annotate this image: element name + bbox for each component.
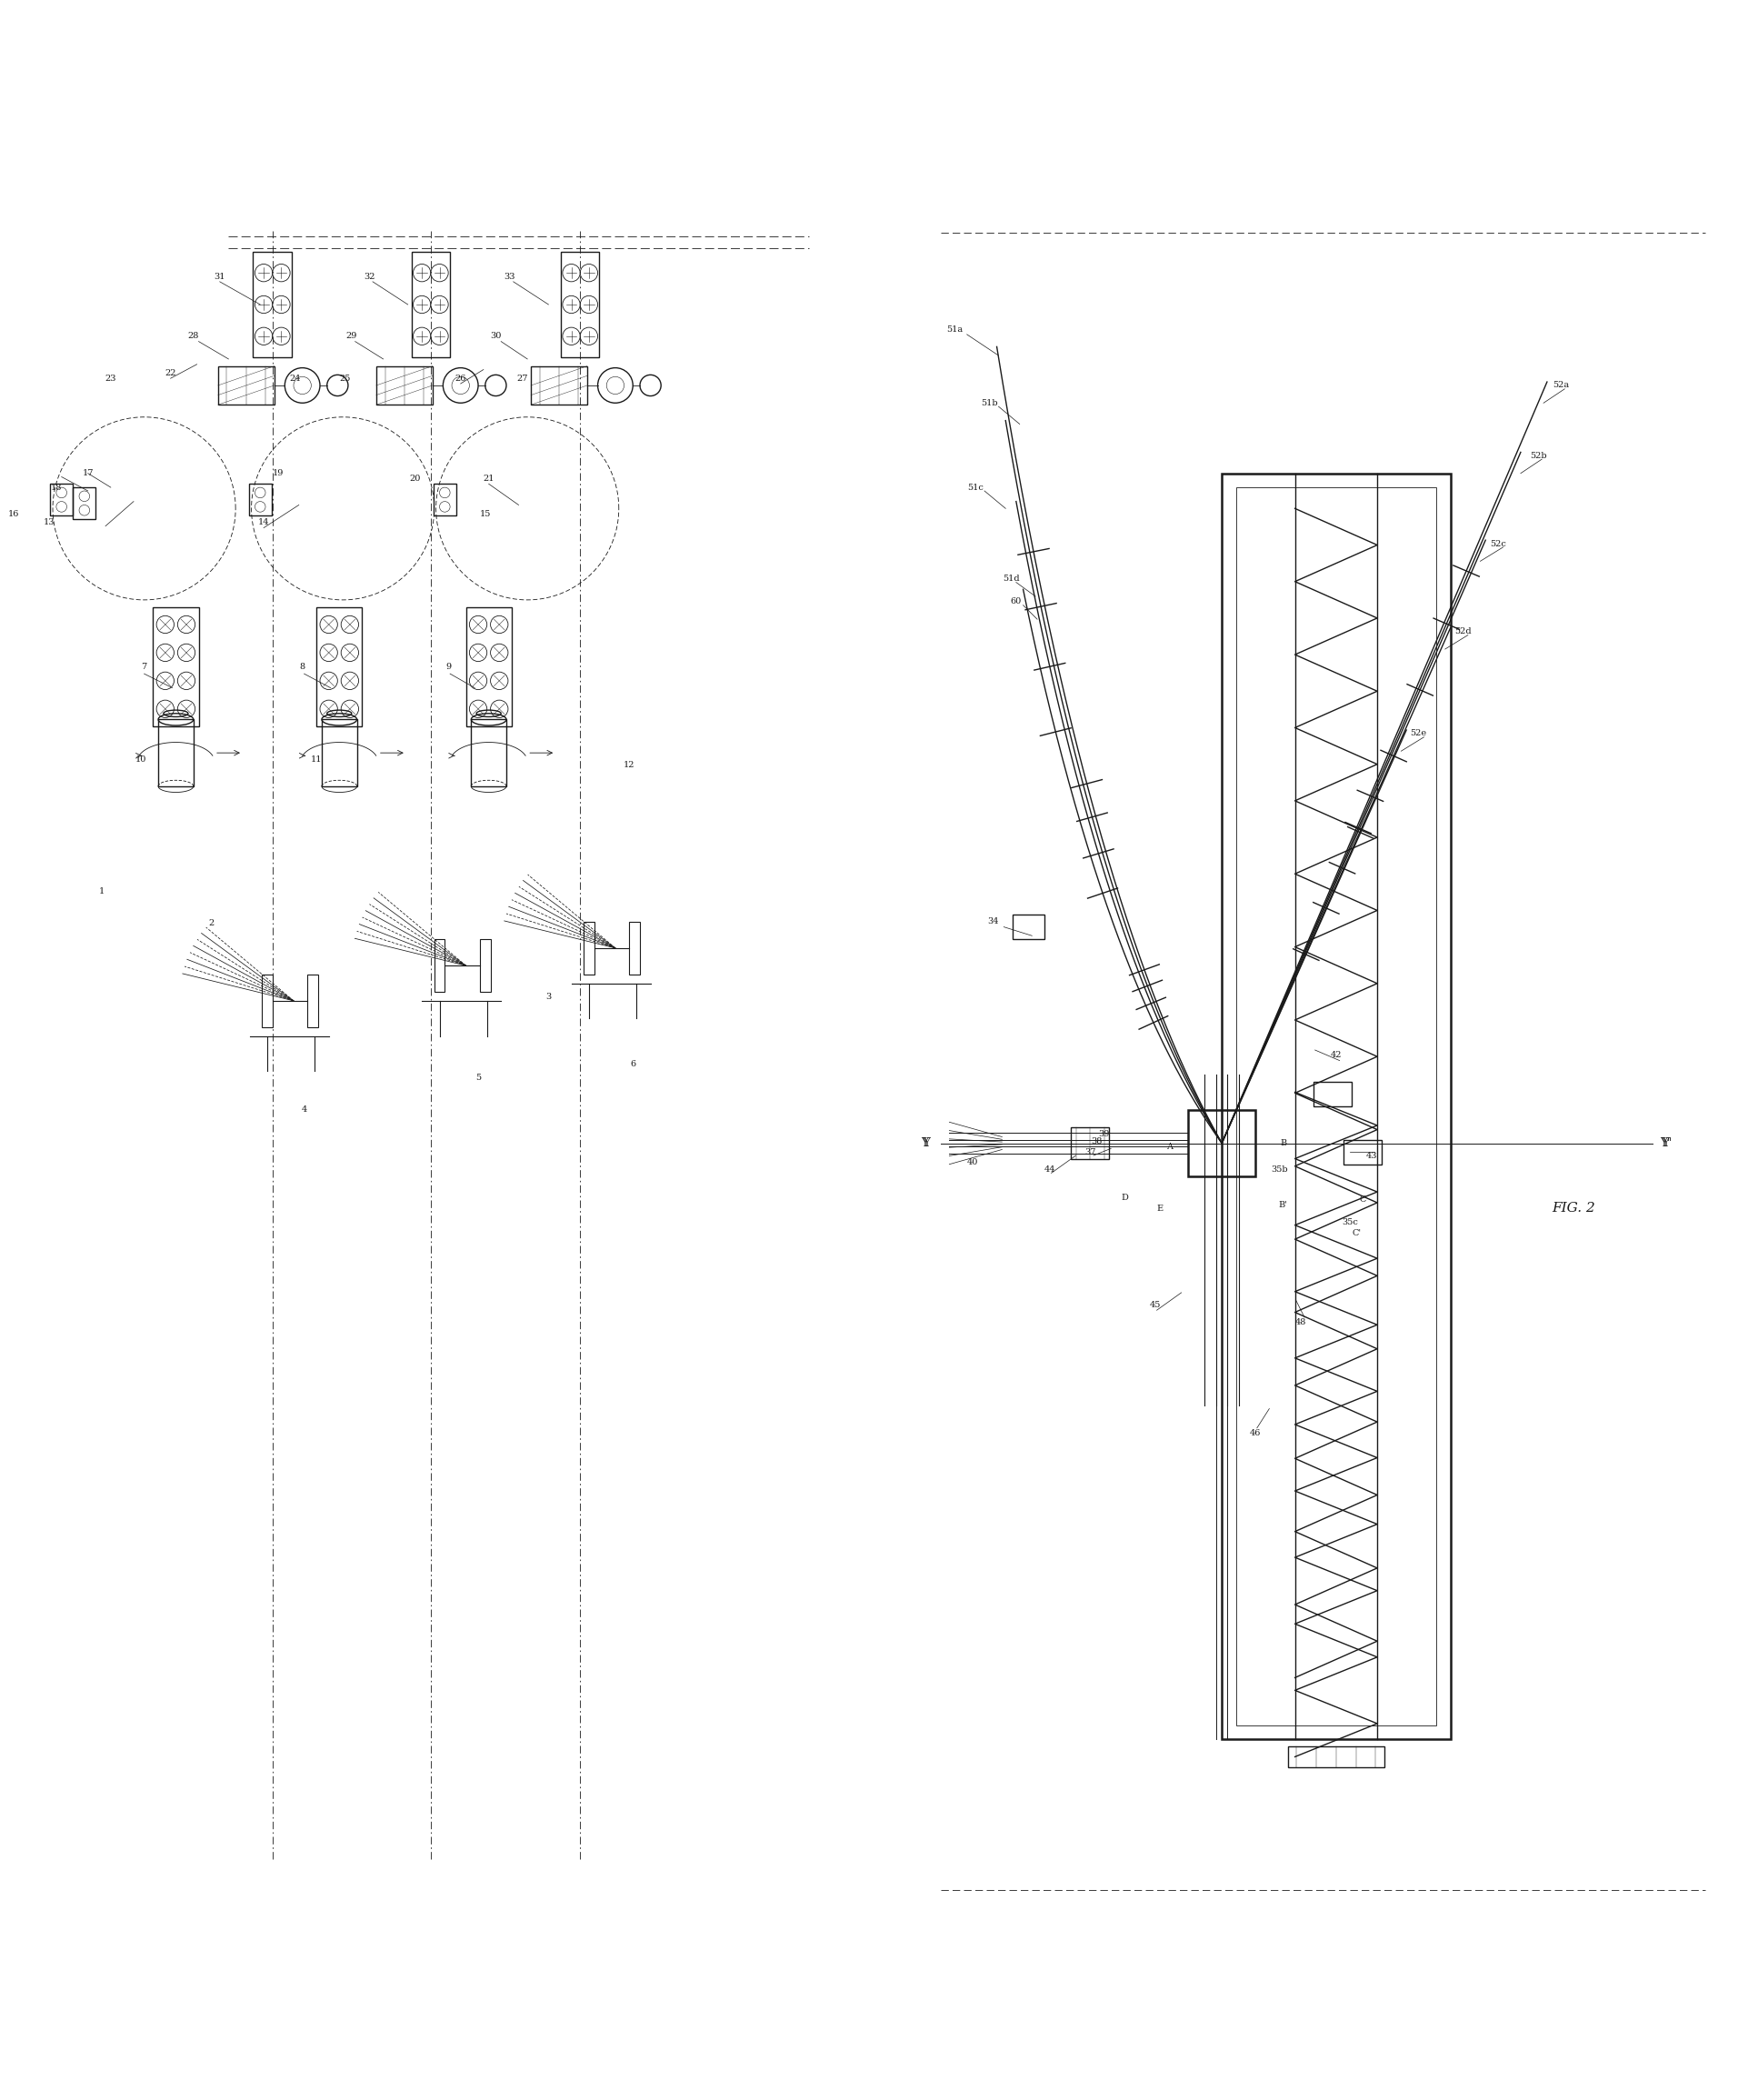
- Text: 43: 43: [1366, 1151, 1377, 1159]
- Text: 5: 5: [475, 1073, 482, 1082]
- Text: 44: 44: [1044, 1166, 1055, 1174]
- Text: D: D: [1122, 1193, 1129, 1201]
- Text: 25: 25: [339, 374, 350, 382]
- Bar: [1287, 1747, 1385, 1768]
- Text: 52a: 52a: [1552, 382, 1570, 388]
- Bar: [158, 720, 193, 785]
- Bar: [1313, 1082, 1352, 1107]
- Text: 11: 11: [311, 756, 322, 764]
- Bar: [218, 365, 274, 405]
- Text: 34: 34: [988, 918, 999, 926]
- Text: 26: 26: [455, 374, 466, 382]
- Bar: [1222, 472, 1450, 1739]
- Text: 52c: 52c: [1489, 540, 1507, 548]
- Bar: [584, 922, 594, 974]
- Bar: [250, 483, 271, 514]
- Bar: [1236, 487, 1436, 1724]
- Text: FIG. 2: FIG. 2: [1552, 1201, 1595, 1214]
- Text: 29: 29: [346, 332, 357, 340]
- Bar: [1343, 1140, 1382, 1163]
- Text: 35b: 35b: [1271, 1166, 1289, 1174]
- Text: C: C: [1359, 1195, 1366, 1203]
- Text: 33: 33: [505, 273, 515, 281]
- Bar: [308, 974, 318, 1027]
- Text: 17: 17: [83, 468, 93, 477]
- Text: 14: 14: [258, 519, 269, 527]
- Text: 46: 46: [1250, 1430, 1260, 1436]
- Text: 51d: 51d: [1002, 575, 1020, 584]
- Text: 21: 21: [483, 475, 494, 483]
- Text: Y: Y: [921, 1138, 928, 1149]
- Text: 52d: 52d: [1454, 628, 1471, 636]
- Text: 51a: 51a: [946, 326, 963, 334]
- Text: 51b: 51b: [981, 399, 999, 407]
- Text: 52e: 52e: [1410, 729, 1427, 737]
- Text: 6: 6: [629, 1060, 636, 1069]
- Text: 18: 18: [51, 483, 62, 491]
- Text: 45: 45: [1150, 1300, 1160, 1308]
- Text: C': C': [1352, 1228, 1362, 1237]
- Text: 24: 24: [290, 374, 301, 382]
- Bar: [262, 974, 272, 1027]
- Text: 12: 12: [624, 760, 635, 769]
- Bar: [316, 607, 362, 727]
- Text: 28: 28: [188, 332, 199, 340]
- Text: 16: 16: [9, 510, 19, 519]
- Text: 42: 42: [1331, 1052, 1341, 1058]
- Text: 32: 32: [364, 273, 374, 281]
- Text: 7: 7: [141, 664, 148, 670]
- Text: 22: 22: [165, 370, 176, 378]
- Text: 15: 15: [480, 510, 490, 519]
- Bar: [376, 365, 432, 405]
- Text: 30: 30: [490, 332, 501, 340]
- Text: E: E: [1157, 1203, 1164, 1212]
- Text: A: A: [1166, 1142, 1173, 1151]
- Text: Y: Y: [923, 1138, 930, 1149]
- Bar: [51, 483, 74, 514]
- Text: 19: 19: [272, 468, 283, 477]
- Text: 51c: 51c: [967, 483, 984, 491]
- Bar: [434, 483, 457, 514]
- Text: 13: 13: [44, 519, 54, 527]
- Text: Y': Y': [1661, 1138, 1672, 1149]
- Text: 9: 9: [445, 664, 452, 670]
- Bar: [411, 252, 450, 357]
- Bar: [434, 939, 445, 991]
- Bar: [1188, 1109, 1255, 1176]
- Bar: [531, 365, 587, 405]
- Bar: [74, 487, 97, 519]
- Bar: [1071, 1128, 1109, 1159]
- Text: 3: 3: [545, 993, 552, 1002]
- Text: 31: 31: [214, 273, 225, 281]
- Bar: [1013, 916, 1044, 939]
- Bar: [471, 720, 506, 785]
- Text: 35c: 35c: [1341, 1218, 1359, 1226]
- Text: 8: 8: [299, 664, 306, 670]
- Text: 2: 2: [207, 920, 214, 928]
- Bar: [253, 252, 292, 357]
- Bar: [561, 252, 599, 357]
- Bar: [153, 607, 199, 727]
- Text: B: B: [1280, 1138, 1287, 1147]
- Bar: [322, 720, 357, 785]
- Text: 20: 20: [410, 475, 420, 483]
- Text: 48: 48: [1296, 1319, 1306, 1327]
- Text: 27: 27: [517, 374, 527, 382]
- Text: 40: 40: [967, 1159, 977, 1168]
- Text: 23: 23: [105, 374, 116, 382]
- Text: 1: 1: [98, 888, 105, 897]
- Text: 10: 10: [135, 756, 146, 764]
- Text: Y': Y': [1660, 1138, 1670, 1149]
- Text: 4: 4: [301, 1107, 308, 1113]
- Text: 52b: 52b: [1529, 451, 1547, 460]
- Bar: [480, 939, 490, 991]
- Text: B': B': [1278, 1201, 1289, 1210]
- Text: 60: 60: [1011, 598, 1021, 605]
- Bar: [629, 922, 640, 974]
- Bar: [466, 607, 512, 727]
- Text: 39: 39: [1099, 1130, 1109, 1138]
- Text: 37: 37: [1085, 1149, 1095, 1157]
- Text: 38: 38: [1092, 1138, 1102, 1144]
